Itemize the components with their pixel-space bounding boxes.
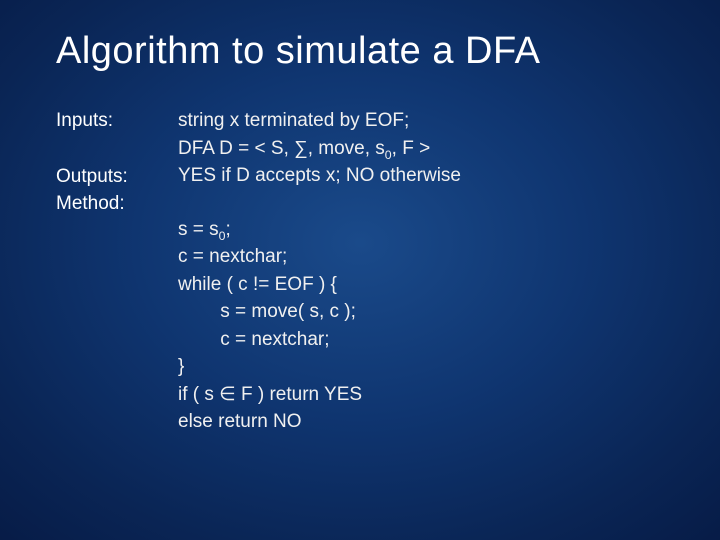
method-line-7: if ( s ∈ F ) return YES bbox=[178, 381, 672, 409]
slide: Algorithm to simulate a DFA Inputs: Outp… bbox=[0, 0, 720, 540]
method-line-5: c = nextchar; bbox=[178, 326, 672, 354]
label-outputs: Outputs: bbox=[56, 163, 152, 191]
m1-pre: s = s bbox=[178, 219, 219, 240]
inputs2-sub: 0 bbox=[385, 147, 392, 161]
method-line-6: } bbox=[178, 353, 672, 381]
label-inputs: Inputs: bbox=[56, 107, 152, 135]
method-line-1: s = s0; bbox=[178, 216, 672, 244]
inputs-line-2: DFA D = < S, ∑, move, s0, F > bbox=[178, 135, 672, 163]
method-line-2: c = nextchar; bbox=[178, 243, 672, 271]
spacer bbox=[178, 190, 672, 216]
sigma-symbol: ∑ bbox=[294, 138, 308, 159]
outputs-line-1: YES if D accepts x; NO otherwise bbox=[178, 162, 672, 190]
body-column: string x terminated by EOF; DFA D = < S,… bbox=[178, 107, 672, 436]
method-line-3: while ( c != EOF ) { bbox=[178, 271, 672, 299]
label-method: Method: bbox=[56, 190, 152, 218]
m1-sub: 0 bbox=[219, 228, 226, 242]
m1-post: ; bbox=[226, 219, 231, 240]
inputs2-pre: DFA D = < S, bbox=[178, 138, 294, 159]
inputs2-post: , F > bbox=[392, 138, 431, 159]
label-column: Inputs: Outputs: Method: bbox=[56, 107, 152, 436]
method-line-4: s = move( s, c ); bbox=[178, 298, 672, 326]
content-area: Inputs: Outputs: Method: string x termin… bbox=[56, 107, 672, 436]
slide-title: Algorithm to simulate a DFA bbox=[56, 30, 672, 73]
method-line-8: else return NO bbox=[178, 408, 672, 436]
inputs-line-1: string x terminated by EOF; bbox=[178, 107, 672, 135]
inputs2-mid: , move, s bbox=[308, 138, 385, 159]
